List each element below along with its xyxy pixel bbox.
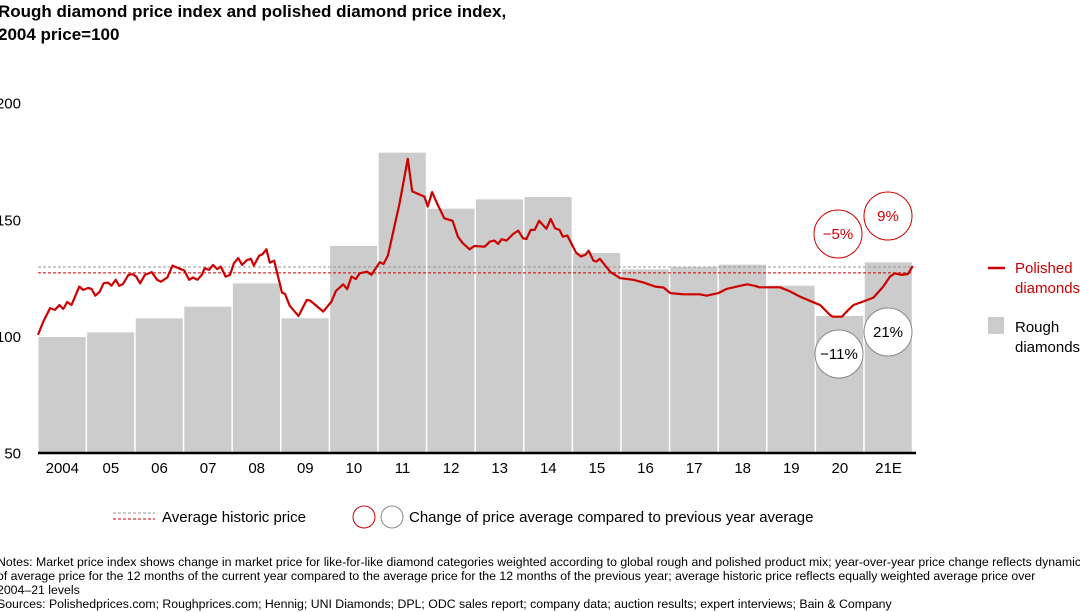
x-tick-label: 10 bbox=[346, 460, 363, 477]
legend-rough-label: Rough bbox=[1015, 319, 1059, 336]
change-circle bbox=[813, 209, 863, 259]
x-tick-label: 21E bbox=[875, 460, 902, 477]
bar-rough-2004 bbox=[38, 337, 86, 453]
x-tick-label: 12 bbox=[443, 460, 460, 477]
notes-line: 2004–21 levels bbox=[0, 583, 80, 597]
x-tick-label: 13 bbox=[491, 460, 508, 477]
change-label: 9% bbox=[877, 208, 899, 225]
bar-rough-21E bbox=[864, 262, 912, 453]
bar-rough-08 bbox=[232, 283, 280, 453]
chart-title: Rough diamond price index and polished d… bbox=[0, 0, 506, 46]
x-tick-label: 19 bbox=[783, 460, 800, 477]
bar-rough-12 bbox=[427, 208, 475, 453]
bar-rough-17 bbox=[670, 267, 718, 453]
change-label: 21% bbox=[873, 324, 903, 341]
notes: Notes: Market price index shows change i… bbox=[0, 555, 1080, 611]
bar-rough-10 bbox=[330, 246, 378, 453]
sources-line: Sources: Polishedprices.com; Roughprices… bbox=[0, 597, 892, 611]
x-tick-label: 06 bbox=[151, 460, 168, 477]
x-tick-label: 09 bbox=[297, 460, 314, 477]
legend-average-label: Average historic price bbox=[162, 509, 306, 526]
x-tick-label: 2004 bbox=[46, 460, 79, 477]
line-polished bbox=[36, 157, 914, 336]
y-tick-label: 100 bbox=[0, 329, 21, 346]
notes-line: Notes: Market price index shows change i… bbox=[0, 555, 1080, 569]
legend-change-label: Change of price average compared to prev… bbox=[409, 509, 813, 526]
legend-polished-label: diamonds bbox=[1015, 280, 1080, 297]
x-tick-label: 18 bbox=[734, 460, 751, 477]
x-tick-label: 14 bbox=[540, 460, 557, 477]
change-circle bbox=[863, 191, 913, 241]
bar-rough-06 bbox=[135, 318, 183, 453]
x-tick-label: 16 bbox=[637, 460, 654, 477]
y-tick-label: 200 bbox=[0, 96, 21, 113]
bar-rough-14 bbox=[524, 197, 572, 453]
x-tick-label: 08 bbox=[248, 460, 265, 477]
bar-rough-07 bbox=[184, 306, 232, 453]
bar-rough-13 bbox=[475, 199, 523, 453]
change-circle bbox=[814, 329, 864, 379]
x-tick-label: 17 bbox=[686, 460, 703, 477]
legend-rough-label: diamonds bbox=[1015, 339, 1080, 356]
change-label: −5% bbox=[823, 226, 853, 243]
x-tick-label: 11 bbox=[395, 460, 411, 477]
change-circle bbox=[863, 307, 913, 357]
legend-rough-swatch bbox=[988, 317, 1004, 334]
notes-line: of average price for the 12 months of th… bbox=[0, 569, 1036, 583]
bar-rough-18 bbox=[718, 264, 766, 453]
x-tick-label: 20 bbox=[832, 460, 849, 477]
x-tick-label: 05 bbox=[103, 460, 120, 477]
bar-rough-05 bbox=[87, 332, 135, 453]
legend-change-circle-polished bbox=[352, 505, 376, 529]
y-tick-label: 150 bbox=[0, 212, 21, 229]
x-tick-label: 07 bbox=[200, 460, 217, 477]
bar-rough-11 bbox=[378, 152, 426, 453]
x-tick-label: 15 bbox=[589, 460, 606, 477]
bar-rough-16 bbox=[621, 269, 669, 453]
title-line-2: 2004 price=100 bbox=[0, 25, 120, 44]
title-line-1: Rough diamond price index and polished d… bbox=[0, 2, 507, 21]
legend-polished-label: Polished bbox=[1015, 260, 1073, 277]
legend-change-circle-rough bbox=[380, 505, 404, 529]
y-tick-label: 50 bbox=[4, 446, 21, 463]
change-label: −11% bbox=[820, 346, 858, 363]
bar-rough-15 bbox=[573, 253, 621, 453]
bar-rough-19 bbox=[767, 285, 815, 453]
bar-rough-09 bbox=[281, 318, 329, 453]
